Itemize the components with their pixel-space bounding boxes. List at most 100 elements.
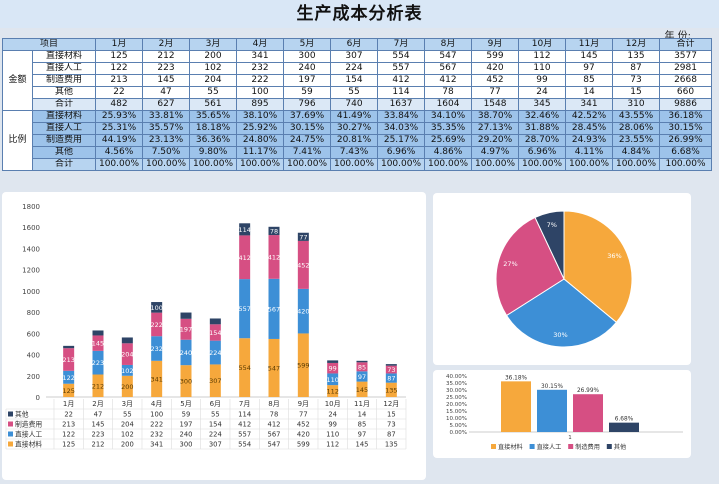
header-cell: 12月 [612, 38, 661, 51]
data-label: 145 [356, 386, 368, 394]
x-tick-label: 1 [568, 435, 572, 441]
pie-label: 27% [503, 260, 517, 268]
ratio-bar [537, 389, 567, 432]
table-cell: 212 [142, 50, 191, 63]
data-label: 341 [150, 375, 162, 383]
row-label: 合计 [31, 158, 97, 171]
table-cell: 100.00% [377, 158, 426, 171]
table-cell: 412 [424, 74, 473, 87]
bar-segment [121, 337, 133, 344]
bar-segment [356, 381, 368, 397]
data-label: 135 [385, 386, 397, 394]
table-value: 122 [62, 431, 75, 439]
x-tick-label: 2月 [92, 400, 103, 408]
data-label: 554 [238, 364, 250, 372]
data-label: 212 [92, 382, 104, 390]
ratio-bar [501, 381, 531, 432]
y-tick-label: 1000 [22, 288, 40, 296]
table-value: 22 [64, 411, 73, 419]
table-value: 224 [209, 431, 222, 439]
table-cell: 3577 [659, 50, 713, 63]
table-cell: 30.15% [283, 122, 332, 135]
bar-segment [239, 338, 251, 397]
table-cell: 6.96% [518, 146, 567, 159]
legend-label: 直接人工 [15, 430, 42, 439]
table-cell: 6.68% [659, 146, 713, 159]
table-cell: 31.88% [518, 122, 567, 135]
bar-segment [63, 370, 75, 384]
table-cell: 145 [142, 74, 191, 87]
x-tick-label: 4月 [151, 400, 162, 408]
table-cell: 482 [95, 98, 144, 111]
table-value: 114 [238, 411, 251, 419]
y-tick-label: 1200 [22, 267, 40, 275]
table-cell: 29.20% [471, 134, 520, 147]
table-cell: 59 [283, 86, 332, 99]
table-cell: 25.92% [236, 122, 285, 135]
bar-segment [92, 350, 104, 375]
table-cell: 85 [565, 74, 614, 87]
data-label: 567 [268, 305, 280, 313]
x-tick-label: 12月 [383, 400, 399, 408]
page-title: 生产成本分析表 [296, 4, 423, 24]
bar-segment [180, 312, 192, 319]
data-label: 114 [238, 226, 250, 234]
bar-segment [92, 330, 104, 336]
data-label: 557 [238, 305, 250, 313]
pie-label: 36% [607, 252, 621, 260]
table-value: 77 [299, 411, 308, 419]
data-label: 87 [387, 375, 395, 383]
bar-segment [151, 336, 163, 361]
bar-segment [63, 348, 75, 371]
table-cell: 1637 [377, 98, 426, 111]
table-cell: 23.55% [612, 134, 661, 147]
data-label: 125 [62, 387, 74, 395]
bar-segment [180, 339, 192, 366]
data-label: 102 [121, 367, 133, 375]
table-cell: 9.80% [189, 146, 238, 159]
table-cell: 78 [424, 86, 473, 99]
table-cell: 24.80% [236, 134, 285, 147]
legend-label: 直接人工 [537, 443, 562, 451]
table-cell: 42.52% [565, 110, 614, 123]
table-cell: 310 [612, 98, 661, 111]
table-cell: 100.00% [189, 158, 238, 171]
table-row: 比例 直接材料 25.93% 33.81% 35.65% 38.10% 37.69% 41.4… [2, 110, 713, 171]
bar-segment [209, 340, 221, 365]
table-row: 制造费用 213 145 204 222 197 154 412 412 452 99 85 73 266… [3, 74, 713, 87]
row-label: 直接材料 [31, 110, 97, 123]
bar-segment [239, 279, 251, 339]
table-value: 204 [121, 421, 134, 429]
bar-segment [63, 345, 75, 349]
table-cell: 796 [283, 98, 332, 111]
pie-slice [495, 216, 565, 317]
table-value: 300 [180, 441, 193, 449]
pie-slice [505, 278, 618, 348]
table-cell: 30.27% [330, 122, 379, 135]
table-cell: 452 [471, 74, 520, 87]
table-value: 85 [358, 421, 367, 429]
table-cell: 36.36% [189, 134, 238, 147]
table-cell: 561 [189, 98, 238, 111]
table-cell: 125 [95, 50, 144, 63]
table-cell: 32.46% [518, 110, 567, 123]
table-cell: 213 [95, 74, 144, 87]
table-cell: 412 [377, 74, 426, 87]
table-value: 223 [92, 431, 105, 439]
x-tick-label: 1月 [63, 400, 74, 408]
data-label: 213 [62, 356, 74, 364]
table-cell: 740 [330, 98, 379, 111]
table-cell: 145 [565, 50, 614, 63]
table-cell: 28.06% [612, 122, 661, 135]
table-cell: 223 [142, 62, 191, 75]
table-cell: 33.84% [377, 110, 426, 123]
table-cell: 100.00% [518, 158, 567, 171]
y-tick-label: 10.00% [446, 416, 467, 422]
y-tick-label: 35.00% [446, 381, 467, 387]
table-value: 567 [268, 431, 281, 439]
table-cell: 232 [236, 62, 285, 75]
bar-segment [268, 338, 280, 397]
legend-label: 其他 [614, 443, 626, 451]
table-cell: 28.45% [565, 122, 614, 135]
table-value: 112 [326, 441, 339, 449]
